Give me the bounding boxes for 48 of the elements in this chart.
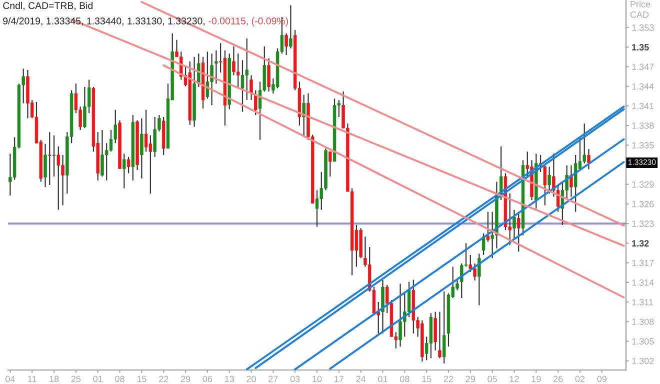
chart-title: Cndl, CAD=TRB, Bid xyxy=(3,2,93,10)
x-tick-label: 29 xyxy=(466,376,475,382)
x-tick-label: 03 xyxy=(290,376,300,382)
x-tick-label: 20 xyxy=(246,376,256,382)
x-tick-label: 10 xyxy=(312,376,322,382)
x-tick-label: 01 xyxy=(378,376,388,382)
y-tick-label: 1.338 xyxy=(632,122,654,129)
x-tick-label: 17 xyxy=(334,376,344,382)
x-tick-label: 25 xyxy=(71,376,81,382)
text: 9/4/2019, 1.33345, 1.33440, 1.33130, 1.33230, xyxy=(3,17,204,26)
y-tick-label: 1.347 xyxy=(632,64,654,70)
x-tick-label: 22 xyxy=(159,376,168,382)
y-tick-label: 1.326 xyxy=(632,200,654,208)
y-tick-label: 1.344 xyxy=(632,83,654,90)
x-tick-label: 01 xyxy=(93,376,102,382)
y-tick-label: 1.353 xyxy=(632,24,654,31)
x-tick-label: 27 xyxy=(268,376,278,382)
x-tick-label: 04 xyxy=(6,376,15,382)
y-tick-label: 1.305 xyxy=(632,338,654,345)
y-tick-label: 1.311 xyxy=(632,298,654,306)
x-tick-label: 08 xyxy=(115,376,124,382)
x-tick-label: 05 xyxy=(488,376,497,382)
x-tick-label: 26 xyxy=(554,376,563,382)
x-tick-label: 11 xyxy=(28,376,36,382)
y-tick-label: 1.335 xyxy=(632,142,654,148)
y-axis-title: Price CAD xyxy=(630,0,650,18)
y-tick-label: 1.317 xyxy=(632,260,654,266)
x-tick-label: 06 xyxy=(202,376,212,382)
x-tick-label: 22 xyxy=(444,376,454,382)
y-tick-label: 1.302 xyxy=(632,358,654,364)
y-tick-label: 1.308 xyxy=(632,318,654,325)
x-tick-label: 12 xyxy=(510,376,519,382)
x-tick-label: 29 xyxy=(180,376,190,382)
x-tick-label: 19 xyxy=(532,376,541,382)
x-tick-label: 13 xyxy=(225,376,234,382)
x-tick-label: 15 xyxy=(137,376,146,382)
x-tick-label: 08 xyxy=(400,376,410,382)
y-tick-label: 1.32 xyxy=(632,240,649,247)
x-tick-label: 24 xyxy=(356,376,366,382)
y-tick-label: 1.329 xyxy=(632,181,654,188)
x-tick-label: 15 xyxy=(422,376,432,382)
y-tick-label: 1.341 xyxy=(632,102,654,110)
y-tick-label: 1.314 xyxy=(632,279,654,286)
x-tick-label: 18 xyxy=(50,376,59,382)
x-tick-label: 02 xyxy=(575,376,585,382)
y-tick-label: 1.323 xyxy=(632,220,654,227)
y-tick-label: 1.35 xyxy=(632,44,649,50)
x-tick-label: 09 xyxy=(597,376,606,382)
